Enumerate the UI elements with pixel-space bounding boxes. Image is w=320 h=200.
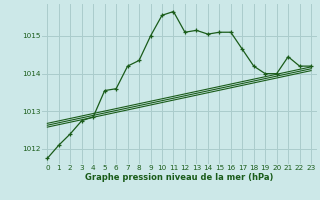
X-axis label: Graphe pression niveau de la mer (hPa): Graphe pression niveau de la mer (hPa) (85, 173, 273, 182)
